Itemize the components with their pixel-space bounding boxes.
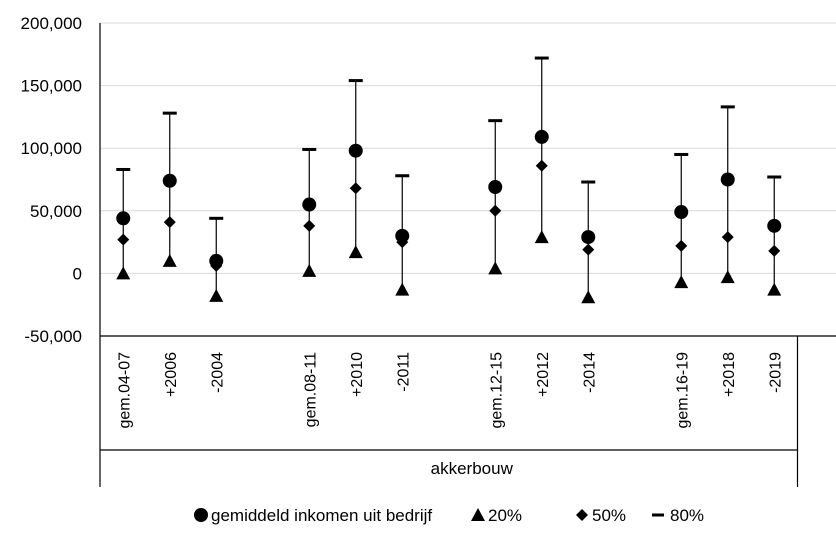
x-tick-label: -2011	[395, 352, 412, 392]
circle-marker	[720, 172, 735, 187]
diamond-marker	[163, 216, 176, 229]
diamond-marker	[768, 244, 781, 257]
circle-marker	[488, 180, 503, 195]
x-tick-label: gem.08-11	[302, 352, 319, 427]
x-tick-label: +2018	[721, 352, 738, 397]
y-tick-label: 200,000	[21, 14, 82, 33]
diamond-marker	[489, 204, 502, 217]
diamond-marker	[576, 509, 588, 521]
circle-marker	[581, 230, 596, 245]
x-tick-label: -2014	[581, 352, 598, 393]
diamond-marker	[117, 233, 130, 246]
circle-marker	[674, 205, 689, 220]
diamond-marker	[721, 231, 734, 244]
y-tick-label: -50,000	[24, 327, 82, 346]
triangle-marker	[395, 282, 410, 296]
gridlines	[100, 22, 836, 337]
data-marks	[116, 56, 782, 304]
triangle-marker	[581, 290, 596, 304]
y-tick-label: 0	[73, 264, 82, 283]
legend-label: 80%	[670, 506, 704, 525]
triangle-marker	[116, 266, 131, 280]
x-axis: gem.04-07 +2006 -2004 gem.08-11 +2010 -2011 ge…	[99, 23, 799, 487]
x-tick-label: +2012	[535, 352, 552, 397]
circle-marker	[395, 228, 410, 243]
triangle-marker	[674, 275, 689, 289]
circle-marker	[116, 211, 131, 226]
circle-marker	[767, 218, 782, 233]
circle-marker	[348, 143, 363, 158]
dash-marker	[395, 174, 410, 178]
dash-marker	[209, 216, 224, 220]
dash-marker	[348, 79, 363, 83]
dash-marker	[488, 119, 503, 123]
x-tick-label: -2004	[209, 352, 226, 393]
dash-marker	[652, 513, 664, 517]
dash-marker	[720, 105, 735, 109]
dash-marker	[534, 56, 549, 60]
dash-marker	[767, 175, 782, 179]
triangle-marker	[348, 245, 363, 259]
circle-marker	[209, 253, 224, 268]
circle-marker	[194, 508, 208, 522]
dash-marker	[116, 167, 131, 171]
triangle-marker	[767, 282, 782, 296]
y-tick-label: 150,000	[21, 77, 82, 96]
x-tick-label: gem.12-15	[488, 352, 505, 429]
group-label: akkerbouw	[431, 459, 514, 478]
triangle-marker	[162, 253, 177, 267]
diamond-marker	[535, 159, 548, 172]
triangle-marker	[471, 508, 485, 521]
x-tick-label: -2019	[767, 352, 784, 393]
x-tick-label: +2010	[349, 352, 366, 397]
x-tick-label: gem.16-19	[674, 352, 691, 429]
triangle-marker	[302, 263, 317, 277]
triangle-marker	[488, 261, 503, 275]
diamond-marker	[349, 182, 362, 195]
y-axis: -50,000 0 50,000 100,000 150,000 200,000	[21, 14, 82, 346]
diamond-marker	[675, 239, 688, 252]
dash-marker	[581, 180, 596, 184]
dash-marker	[162, 111, 177, 115]
legend-label: 50%	[592, 506, 626, 525]
dash-marker	[674, 152, 689, 156]
circle-marker	[162, 173, 177, 188]
diamond-marker	[303, 219, 316, 232]
triangle-marker	[534, 230, 549, 244]
circle-marker	[534, 129, 549, 144]
x-tick-label: +2006	[163, 352, 180, 397]
legend-label: gemiddeld inkomen uit bedrijf	[211, 506, 432, 525]
diamond-marker	[582, 243, 595, 256]
y-tick-label: 100,000	[21, 139, 82, 158]
x-tick-label: gem.04-07	[116, 352, 133, 429]
legend-label: 20%	[488, 506, 522, 525]
legend: gemiddeld inkomen uit bedrijf 20% 50% 80%	[194, 506, 704, 525]
dash-marker	[302, 147, 317, 151]
triangle-marker	[209, 288, 224, 302]
y-tick-label: 50,000	[30, 202, 82, 221]
circle-marker	[302, 197, 317, 212]
triangle-marker	[720, 270, 735, 284]
